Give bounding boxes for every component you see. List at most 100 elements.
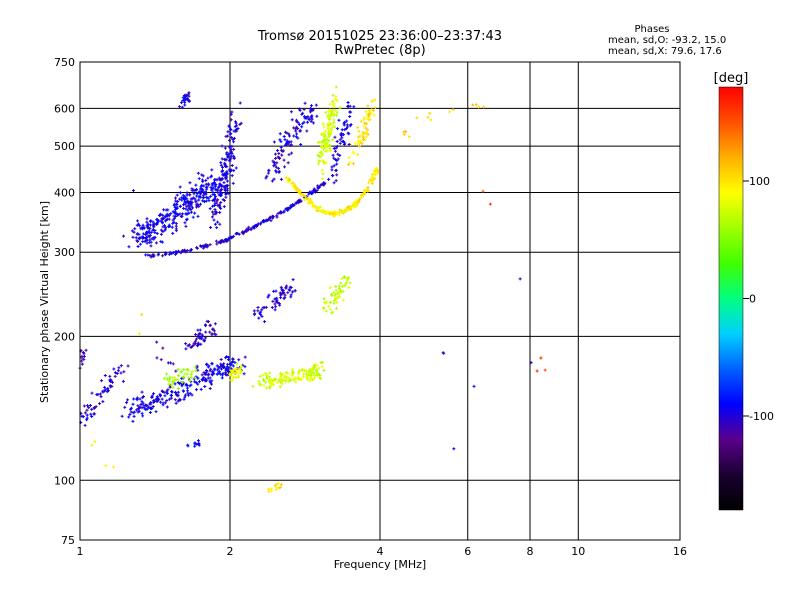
data-point: [234, 166, 238, 170]
data-point: [249, 227, 253, 231]
data-point: [364, 126, 368, 130]
data-point: [181, 389, 185, 393]
data-point: [279, 296, 283, 300]
data-point: [136, 407, 140, 411]
data-point: [85, 408, 89, 412]
data-point: [287, 153, 291, 157]
data-point: [212, 212, 216, 216]
data-point: [341, 284, 345, 288]
data-point: [326, 125, 330, 129]
data-point: [333, 149, 337, 153]
data-point: [194, 376, 198, 380]
data-point: [280, 382, 284, 386]
data-point: [271, 382, 275, 386]
data-point: [280, 292, 284, 296]
data-point: [338, 106, 342, 110]
data-point: [320, 361, 324, 365]
data-point: [357, 140, 361, 144]
data-point: [256, 309, 260, 313]
data-point: [242, 372, 246, 376]
data-point: [243, 229, 247, 233]
data-point: [322, 125, 326, 129]
data-point: [128, 407, 132, 411]
data-point: [323, 301, 327, 305]
data-point: [342, 123, 346, 127]
data-point: [135, 408, 139, 412]
data-point: [297, 375, 301, 379]
data-point: [356, 142, 360, 146]
data-point: [321, 172, 325, 176]
data-point: [188, 202, 192, 206]
data-point: [441, 351, 445, 355]
data-point: [274, 169, 278, 173]
data-point: [264, 380, 268, 384]
data-point: [277, 166, 281, 170]
data-point: [207, 372, 211, 376]
data-point: [213, 322, 217, 326]
data-point: [267, 490, 271, 494]
data-point: [202, 200, 206, 204]
data-point: [322, 297, 326, 301]
data-point: [315, 368, 319, 372]
data-point: [332, 112, 336, 116]
data-point: [347, 143, 351, 147]
data-point: [188, 379, 192, 383]
data-point: [308, 110, 312, 114]
x-tick-label: 10: [571, 545, 585, 558]
data-point: [307, 370, 311, 374]
data-point: [258, 374, 262, 378]
data-point: [229, 112, 233, 116]
data-point: [225, 189, 229, 193]
data-point: [232, 140, 236, 144]
data-point: [305, 376, 309, 379]
data-point: [102, 389, 106, 393]
data-point: [219, 184, 223, 188]
data-point: [279, 371, 283, 375]
data-point: [194, 200, 198, 204]
data-point: [152, 398, 156, 402]
data-point: [220, 169, 224, 173]
data-point: [324, 309, 328, 313]
y-axis-label: Stationary phase Virtual Height [km]: [38, 201, 51, 403]
data-point: [243, 355, 247, 359]
data-point: [287, 178, 291, 182]
data-point: [328, 286, 332, 290]
data-point: [126, 398, 130, 402]
data-point: [155, 399, 159, 403]
data-point: [225, 355, 229, 359]
data-point: [139, 227, 143, 231]
data-point: [366, 189, 370, 193]
data-point: [151, 404, 155, 408]
data-point: [227, 124, 231, 128]
data-point: [265, 174, 269, 178]
data-point: [174, 391, 178, 395]
data-point: [161, 225, 165, 229]
data-point: [136, 410, 140, 414]
data-point: [308, 368, 312, 372]
data-point: [280, 211, 284, 215]
data-point: [282, 291, 286, 295]
data-point: [286, 372, 290, 376]
data-point: [167, 382, 171, 386]
data-point: [196, 439, 200, 443]
data-point: [369, 111, 373, 115]
data-point: [311, 205, 315, 209]
data-point: [348, 281, 352, 285]
data-point: [220, 376, 224, 380]
data-point: [252, 309, 256, 313]
data-point: [192, 192, 196, 196]
data-point: [180, 214, 184, 218]
data-point: [295, 125, 299, 129]
data-point: [226, 362, 230, 366]
data-point: [133, 227, 137, 231]
data-point: [282, 135, 286, 139]
data-point: [187, 98, 191, 102]
data-point: [279, 485, 283, 489]
data-point: [193, 442, 197, 446]
data-point: [315, 373, 319, 377]
data-point: [488, 202, 492, 206]
data-point: [155, 221, 159, 225]
data-point: [161, 213, 165, 217]
data-point: [182, 397, 186, 401]
